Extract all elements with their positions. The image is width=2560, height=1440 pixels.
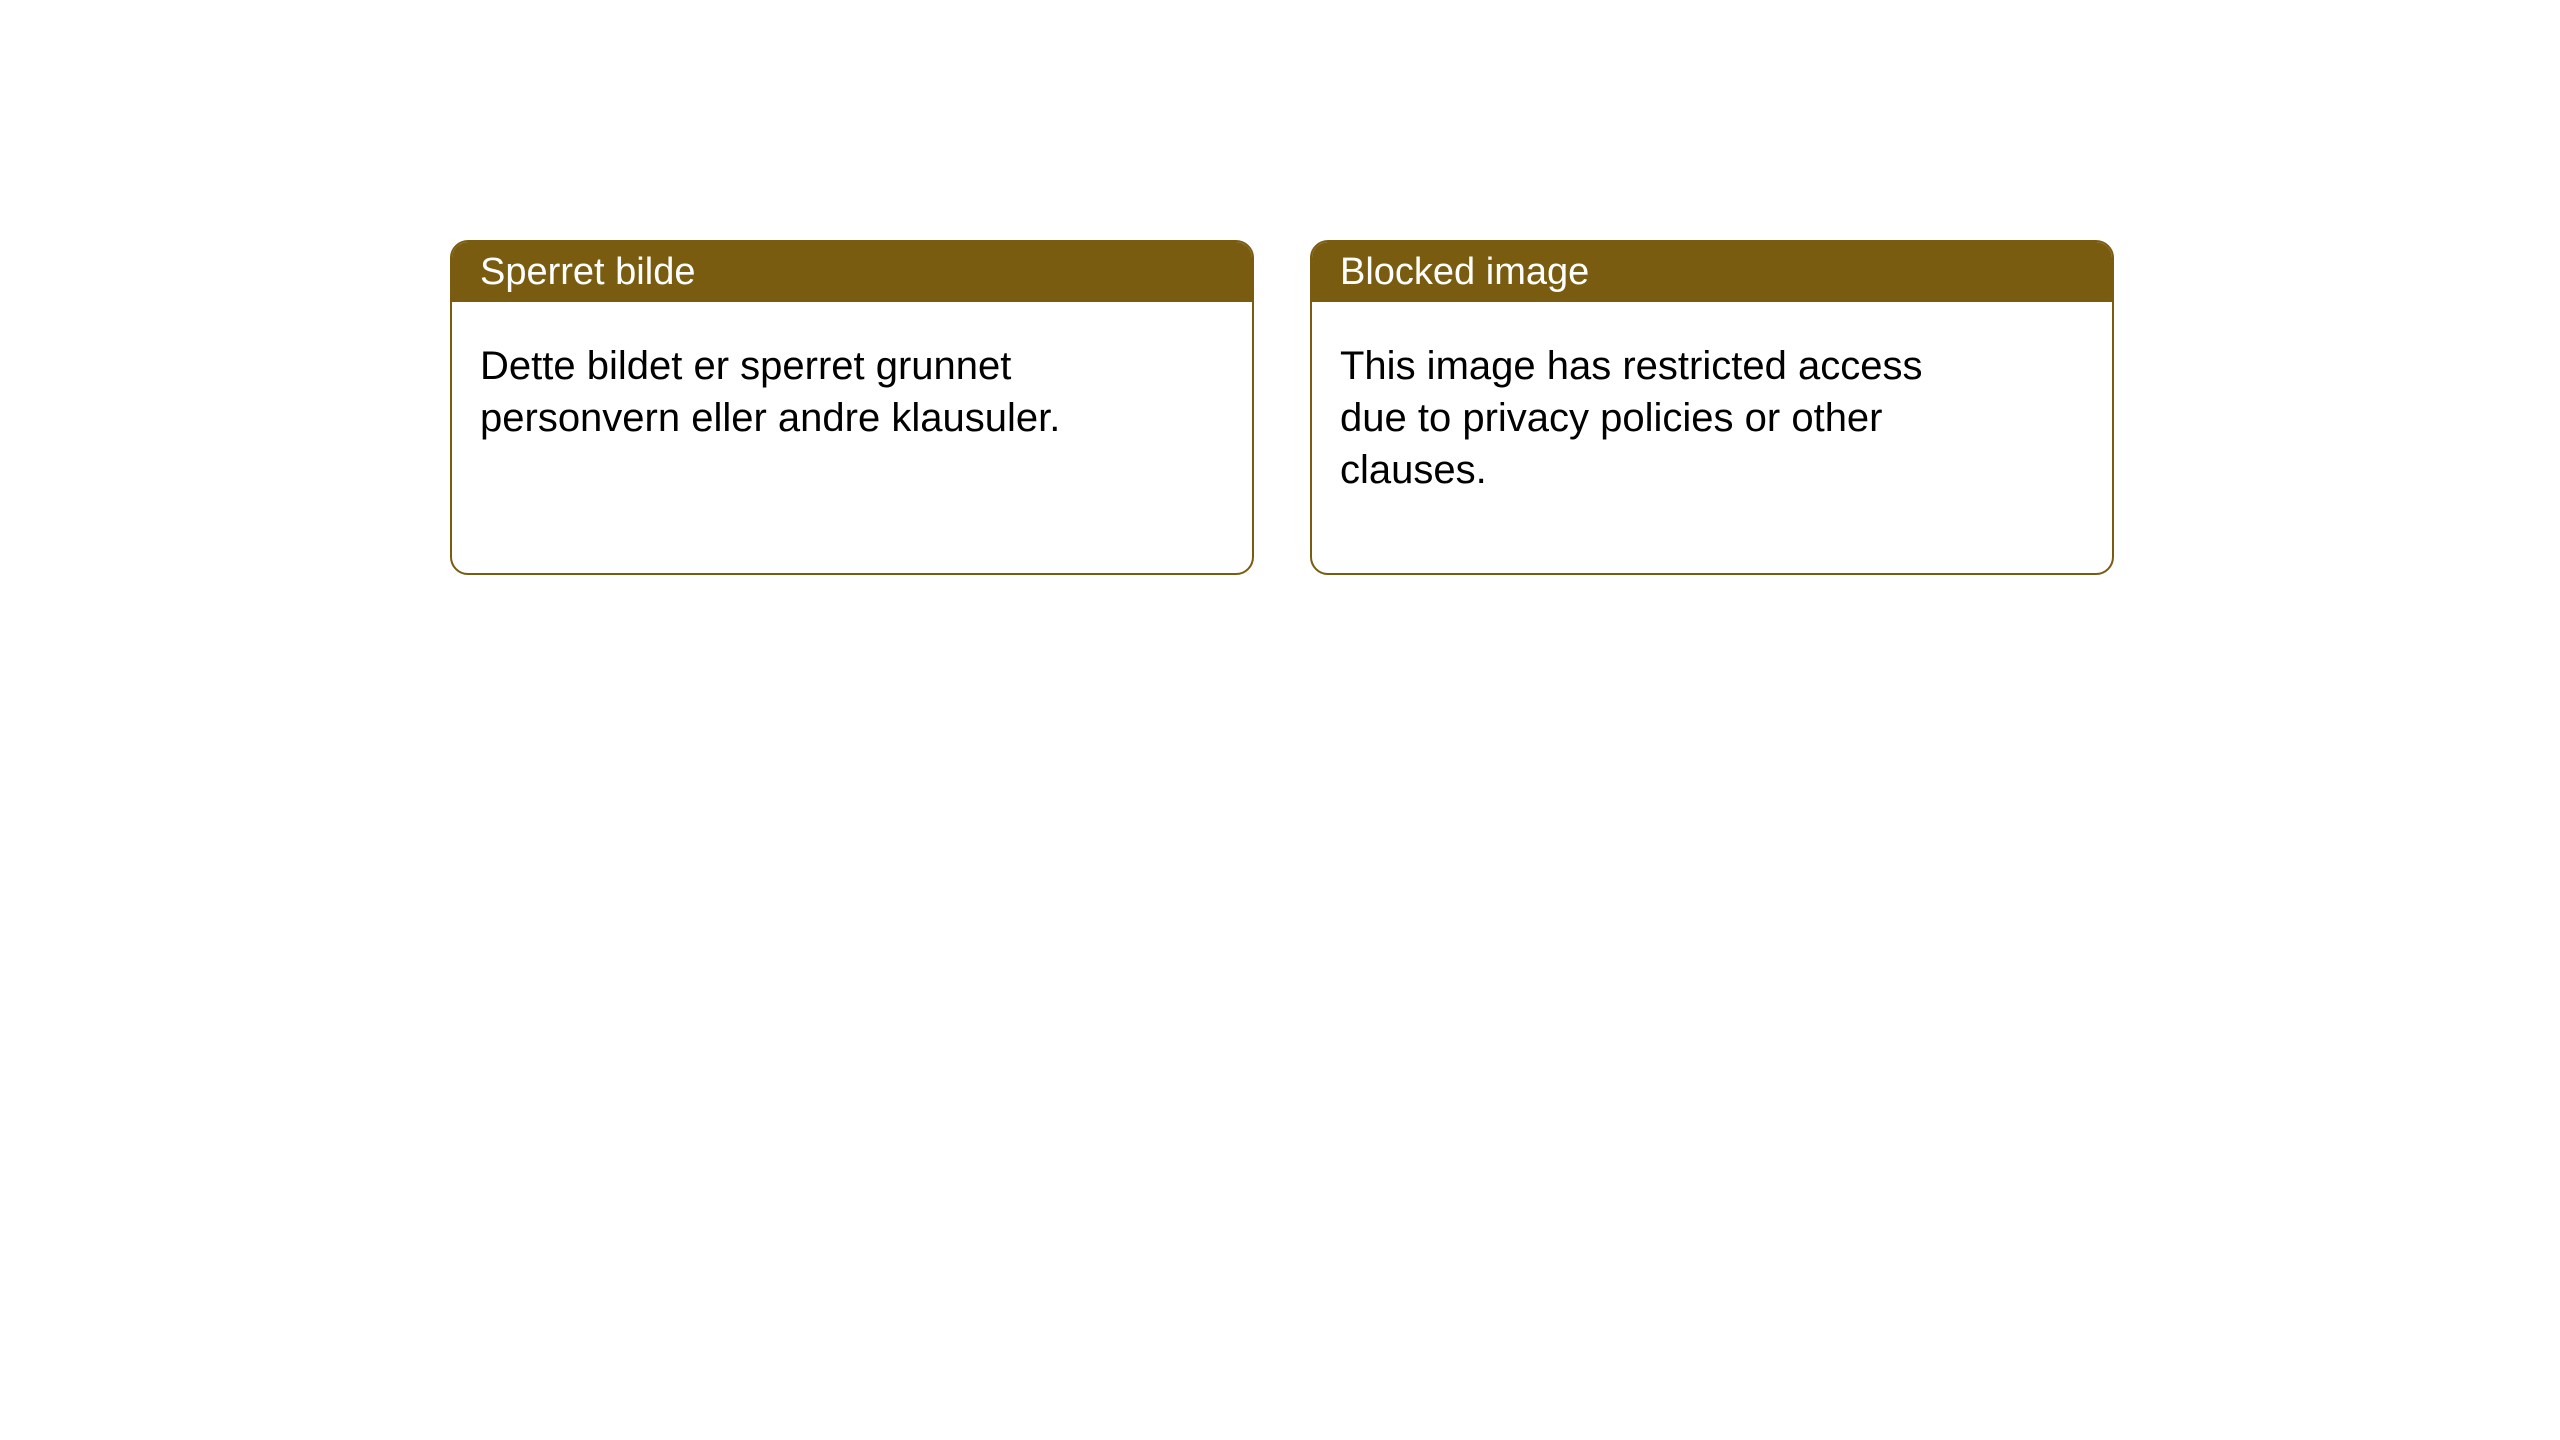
notice-container: Sperret bilde Dette bildet er sperret gr… — [0, 0, 2560, 575]
card-header: Sperret bilde — [452, 242, 1252, 302]
blocked-image-card-en: Blocked image This image has restricted … — [1310, 240, 2114, 575]
card-title: Blocked image — [1340, 251, 1589, 294]
blocked-image-card-no: Sperret bilde Dette bildet er sperret gr… — [450, 240, 1254, 575]
card-body-text: Dette bildet er sperret grunnet personve… — [480, 344, 1060, 440]
card-body: Dette bildet er sperret grunnet personve… — [452, 302, 1152, 482]
card-header: Blocked image — [1312, 242, 2112, 302]
card-body-text: This image has restricted access due to … — [1340, 344, 1922, 492]
card-title: Sperret bilde — [480, 251, 695, 294]
card-body: This image has restricted access due to … — [1312, 302, 2012, 534]
